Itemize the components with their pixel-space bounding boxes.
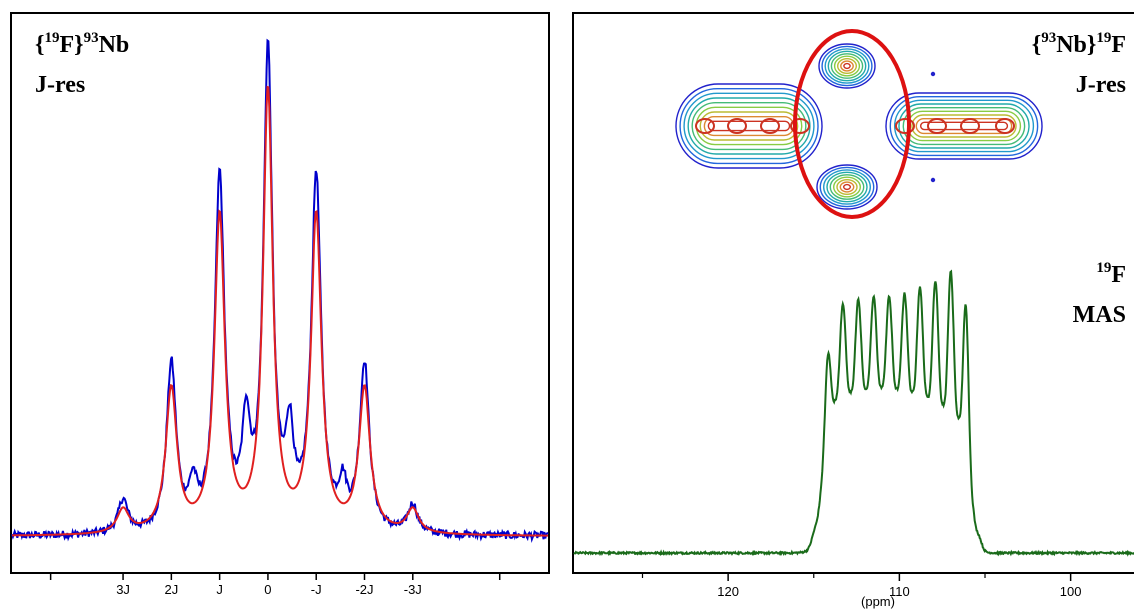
left-x-tick-label: -3J [404,582,422,597]
contour-level [826,171,868,203]
contour-left-ridge [675,83,823,169]
contour-level [827,50,867,82]
right-x-tick-label: 100 [1060,584,1082,599]
mas-spectrum-line [573,269,1134,557]
right-mid-label-line2: MAS [1073,302,1126,328]
right-series-group [573,269,1134,557]
right-mid-label-line1: 19F [1096,260,1126,288]
contour-upper-lobe [818,43,876,89]
right-x-tick-label: 110 [889,584,910,599]
contour-level [889,95,1039,157]
contour-level [843,62,851,70]
left-x-ticks: 3J 2J J 0 -J -2J -3J [49,573,501,597]
contour-level [683,92,815,160]
contour-peak [927,118,947,134]
contour-level [824,48,870,84]
contour-level [829,174,865,200]
contour-level [699,111,799,141]
contour-peak [760,118,780,134]
contour-dot [930,71,936,77]
contour-level [836,178,858,195]
simulated-spectrum-line [12,85,548,537]
contour-level [818,43,876,89]
contour-level [920,121,1009,131]
contour-lower-lobe [816,164,878,210]
contour-level [915,117,1013,135]
left-x-tick-label: -J [311,582,322,597]
right-x-axis-unit: (ppm) [861,594,895,609]
contour-level [703,115,795,137]
contour-level [823,169,872,205]
left-series-group [11,38,549,543]
contour-level [843,183,852,191]
contour-level [833,176,862,198]
contour-level [675,83,823,169]
contour-level [894,99,1035,153]
contour-peak [790,118,810,134]
contour-peak [960,118,980,134]
left-x-tick-label: J [216,582,223,597]
highlight-ring [793,29,911,219]
contour-level [819,166,875,208]
left-x-tick-label: 3J [116,582,130,597]
contour-level [898,103,1030,149]
left-x-tick-label: -2J [355,582,373,597]
contour-level [833,55,861,77]
contour-peak [995,118,1015,134]
left-label-line2: J-res [35,72,85,98]
left-x-tick-label: 0 [264,582,271,597]
left-panel: 3J 2J J 0 -J -2J -3J {19F}93Nb J-res [10,12,550,597]
contour-level [837,58,858,75]
left-plot-frame [10,12,550,574]
contour-level [695,106,803,146]
right-x-ticks: 120 110 100 [641,573,1082,599]
right-panel: 120 110 100 {93Nb}19F J-res 19F MAS (ppm) [572,12,1134,609]
contour-level [839,181,855,193]
contour-level [840,60,854,72]
experimental-spectrum-line [11,38,549,543]
contour-plot [675,29,1043,219]
contour-level [830,53,864,79]
contour-peak [727,118,747,134]
right-top-label-line2: J-res [1076,72,1126,98]
left-x-tick-label: 2J [164,582,178,597]
contour-dot [930,177,936,183]
contour-right-ridge [885,92,1043,160]
contour-level [679,87,819,165]
right-top-label-line1: {93Nb}19F [1032,30,1126,58]
contour-level [691,101,807,151]
contour-level [816,164,878,210]
contour-level [707,120,791,132]
contour-level [902,106,1026,146]
contour-peak [695,118,715,134]
contour-level [885,92,1043,160]
contour-level [911,114,1017,138]
right-x-tick-label: 120 [717,584,739,599]
contour-level [821,45,873,87]
right-plot-frame [572,12,1134,574]
left-label-line1: {19F}93Nb [35,30,129,58]
contour-peak [895,118,915,134]
